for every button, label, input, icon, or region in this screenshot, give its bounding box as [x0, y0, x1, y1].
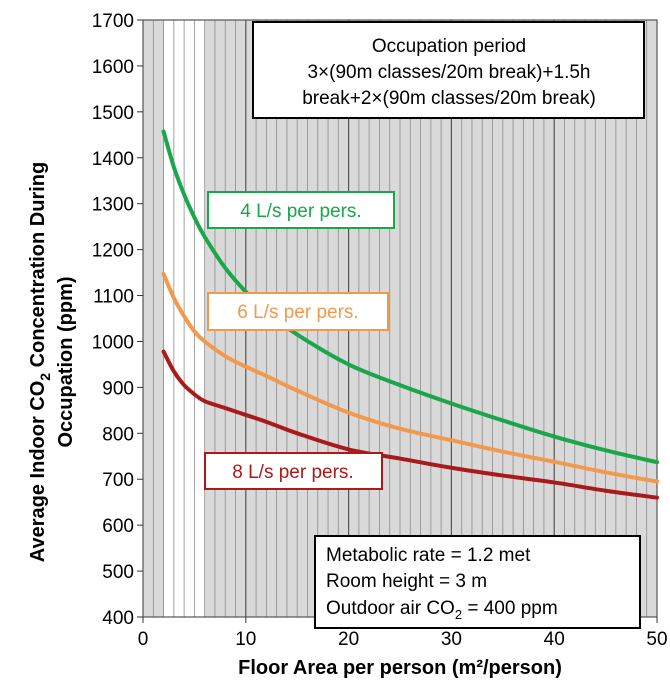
svg-text:8 L/s per pers.: 8 L/s per pers. [232, 462, 353, 483]
y-tick-label: 800 [102, 424, 134, 445]
series-label-6ls: 6 L/s per pers. [207, 292, 389, 331]
y-tick-label: 1700 [92, 11, 134, 32]
metabolic-rate-text: Metabolic rate = 1.2 met [326, 545, 531, 566]
y-tick-label: 1300 [92, 195, 134, 216]
y-axis-title-line1: Average Indoor CO2 Concentration During [27, 162, 53, 562]
x-tick-label: 20 [338, 629, 359, 650]
x-tick-label: 30 [441, 629, 462, 650]
y-tick-label: 400 [102, 608, 134, 629]
y-axis-title-line2: Occupation (ppm) [55, 276, 77, 447]
x-axis-ticks: 0 10 20 30 40 50 [138, 617, 668, 650]
occupation-period-line3: break+2×(90m classes/20m break) [302, 88, 596, 109]
y-tick-label: 1600 [92, 57, 134, 78]
parameters-box: Metabolic rate = 1.2 met Room height = 3… [314, 535, 641, 629]
y-tick-label: 500 [102, 562, 134, 583]
x-tick-label: 40 [544, 629, 565, 650]
y-tick-label: 1500 [92, 103, 134, 124]
y-tick-label: 1000 [92, 332, 134, 353]
y-tick-label: 900 [102, 378, 134, 399]
occupation-period-title: Occupation period [372, 36, 526, 57]
series-line-2 [161, 271, 659, 484]
y-tick-label: 600 [102, 516, 134, 537]
series-line-3 [161, 349, 659, 500]
y-axis-ticks: 400 500 600 700 800 900 1000 1100 1200 1300 1400 15… [92, 11, 143, 629]
y-tick-label: 1400 [92, 149, 134, 170]
svg-text:4 L/s per pers.: 4 L/s per pers. [240, 201, 361, 222]
occupation-period-line2: 3×(90m classes/20m break)+1.5h [307, 62, 590, 83]
y-tick-label: 1200 [92, 241, 134, 262]
room-height-text: Room height = 3 m [326, 571, 487, 592]
occupation-period-box: Occupation period 3×(90m classes/20m bre… [252, 21, 645, 119]
series-label-8ls: 8 L/s per pers. [204, 452, 383, 490]
outdoor-co2-text: Outdoor air CO2 = 400 ppm [326, 598, 558, 622]
x-tick-label: 50 [646, 629, 667, 650]
svg-text:6 L/s per pers.: 6 L/s per pers. [237, 302, 358, 323]
x-tick-label: 0 [138, 629, 149, 650]
series-label-4ls: 4 L/s per pers. [207, 191, 395, 229]
y-tick-label: 700 [102, 470, 134, 491]
y-tick-label: 1100 [93, 287, 134, 308]
x-tick-label: 10 [235, 629, 256, 650]
x-axis-title: Floor Area per person (m²/person) [238, 657, 562, 679]
